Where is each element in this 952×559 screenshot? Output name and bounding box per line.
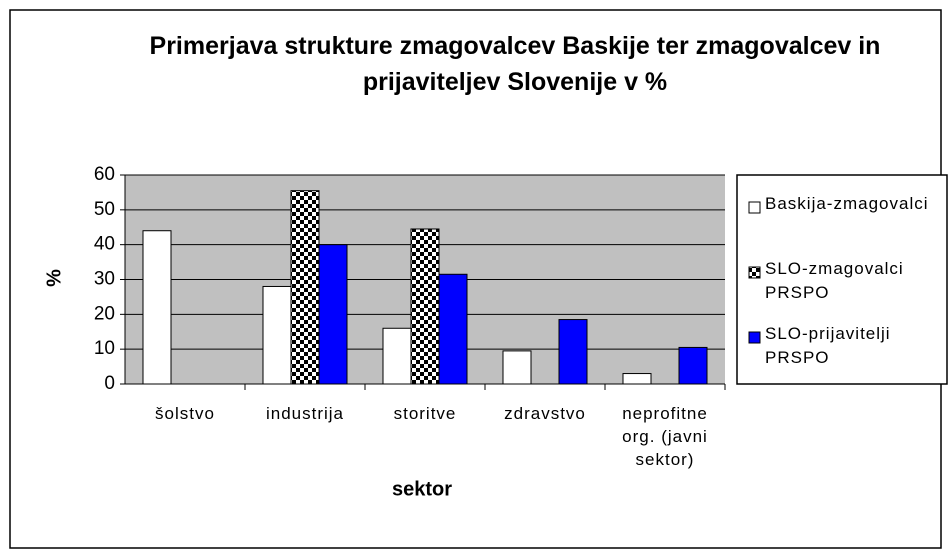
y-axis-label: % bbox=[43, 269, 65, 287]
bar bbox=[318, 244, 348, 385]
legend-label: SLO-zmagovalci PRSPO bbox=[765, 259, 904, 302]
x-tick-label: industrija bbox=[265, 404, 345, 423]
bar bbox=[558, 319, 588, 385]
legend-box bbox=[736, 174, 948, 385]
bar bbox=[382, 327, 412, 385]
y-tick-label: 10 bbox=[94, 338, 115, 359]
bar bbox=[290, 190, 320, 385]
bar bbox=[262, 285, 292, 385]
bar bbox=[678, 346, 708, 385]
x-tick-label: storitve bbox=[393, 404, 457, 423]
y-tick-label: 40 bbox=[94, 234, 115, 255]
y-tick-label: 0 bbox=[104, 373, 115, 394]
legend-label-box: Baskija-zmagovalci bbox=[765, 194, 929, 213]
bar bbox=[622, 373, 652, 385]
legend-label-box: SLO-zmagovalci PRSPO bbox=[765, 259, 904, 302]
legend-swatch bbox=[748, 331, 761, 344]
bar bbox=[410, 228, 440, 385]
legend-label: Baskija-zmagovalci bbox=[765, 194, 929, 213]
x-tick-label-box: zdravstvo bbox=[504, 404, 586, 423]
y-tick-label: 50 bbox=[94, 199, 115, 220]
x-tick-label: šolstvo bbox=[155, 404, 215, 423]
x-tick-label: neprofitne org. (javni sektor) bbox=[622, 404, 708, 469]
x-tick-label-box: neprofitne org. (javni sektor) bbox=[622, 404, 708, 469]
y-tick-label: 20 bbox=[94, 303, 115, 324]
legend-swatch bbox=[748, 201, 761, 214]
x-tick-label-box: storitve bbox=[393, 404, 457, 423]
legend-label-box: SLO-prijavitelji PRSPO bbox=[765, 324, 891, 367]
x-tick-label: zdravstvo bbox=[504, 404, 586, 423]
bar bbox=[502, 350, 532, 385]
y-tick-label: 60 bbox=[94, 164, 115, 185]
x-tick-label-box: šolstvo bbox=[155, 404, 215, 423]
y-tick-label: 30 bbox=[94, 269, 115, 290]
title-box: Primerjava strukture zmagovalcev Baskije… bbox=[149, 32, 881, 96]
bar bbox=[438, 273, 468, 385]
chart-title: Primerjava strukture zmagovalcev Baskije… bbox=[149, 32, 881, 96]
x-axis-label: sektor bbox=[392, 478, 452, 500]
legend-label: SLO-prijavitelji PRSPO bbox=[765, 324, 891, 367]
bar bbox=[142, 230, 172, 385]
legend-swatch bbox=[748, 266, 761, 279]
x-tick-label-box: industrija bbox=[265, 404, 345, 423]
